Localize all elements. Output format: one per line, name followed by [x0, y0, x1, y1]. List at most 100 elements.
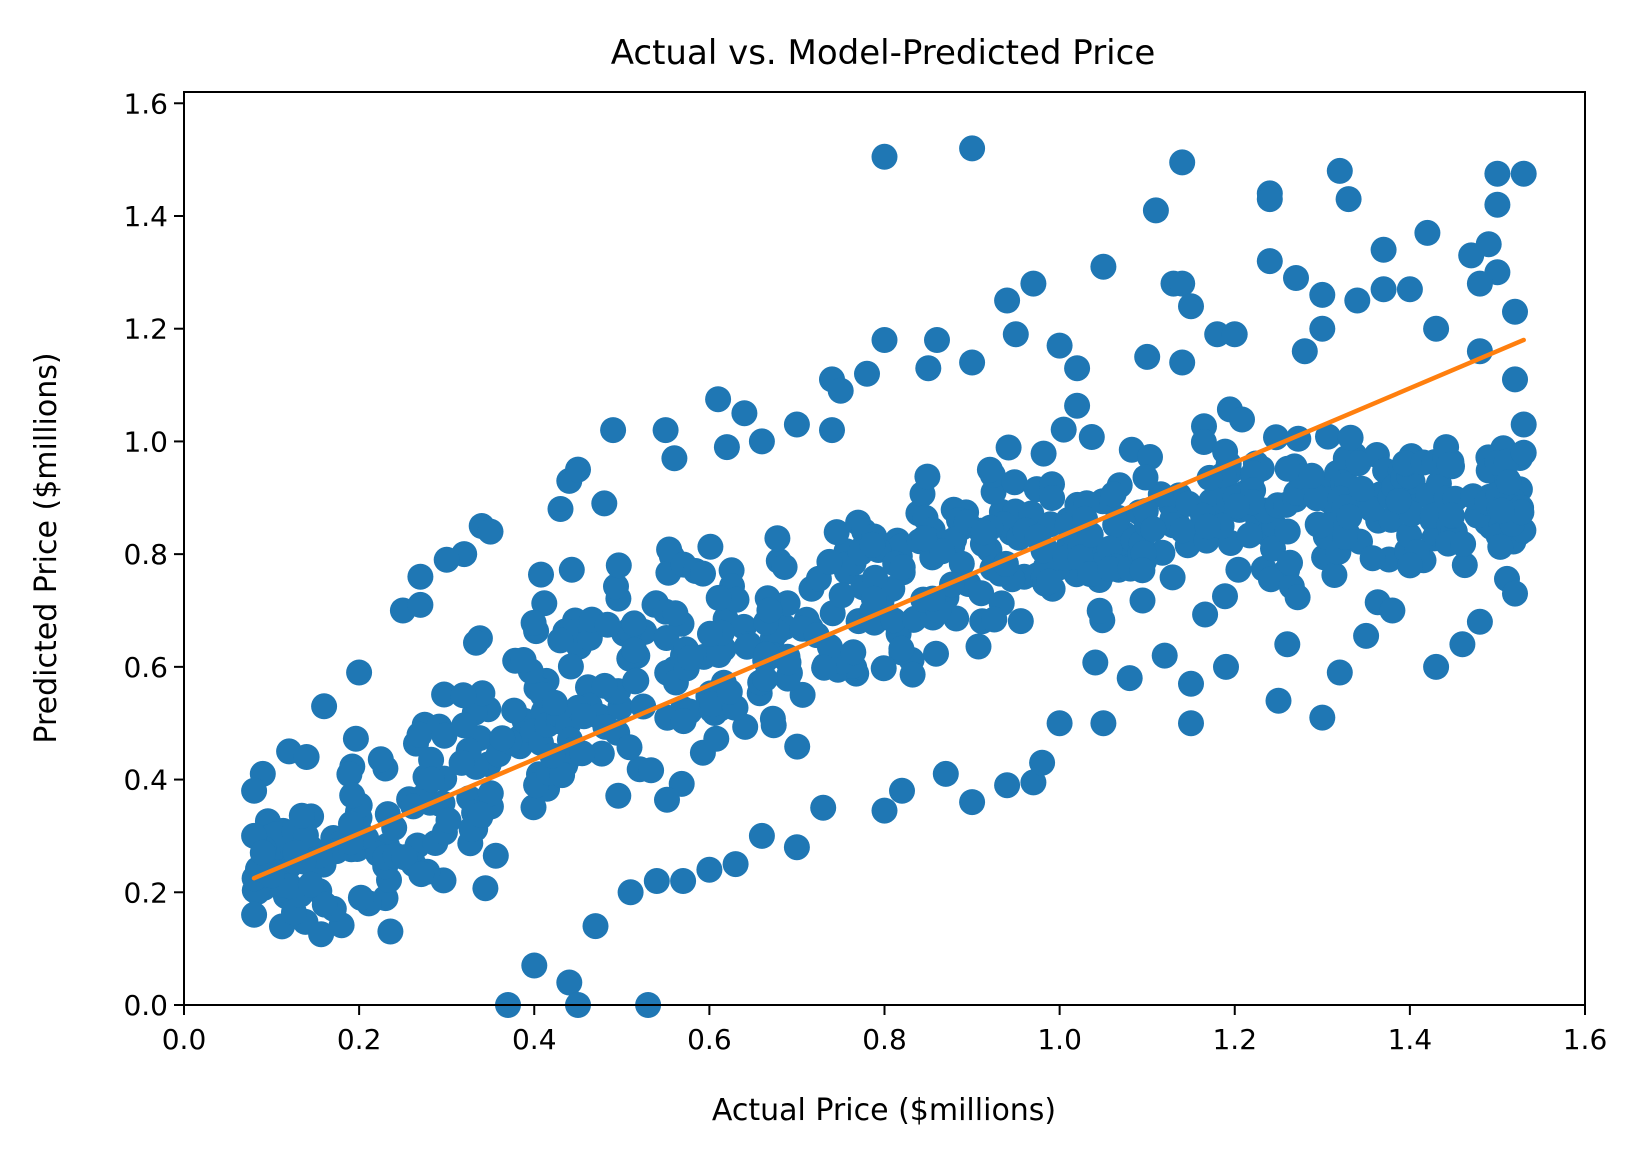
scatter-point	[1332, 524, 1358, 550]
scatter-point	[570, 703, 597, 730]
scatter-point	[293, 744, 320, 770]
scatter-point	[889, 777, 915, 804]
scatter-point	[347, 884, 374, 911]
scatter-point	[1159, 564, 1186, 591]
x-tick-label: 1.4	[1388, 1023, 1433, 1056]
scatter-point	[816, 548, 843, 575]
scatter-point	[716, 678, 743, 705]
scatter-point	[1030, 440, 1057, 467]
scatter-point	[1129, 587, 1156, 614]
scatter-points	[241, 135, 1537, 1018]
scatter-point	[1451, 552, 1478, 579]
scatter-point	[451, 712, 478, 739]
scatter-point	[241, 777, 268, 804]
scatter-point	[1502, 366, 1528, 393]
scatter-point	[823, 519, 850, 546]
scatter-point	[605, 552, 632, 579]
scatter-point	[297, 871, 324, 898]
scatter-point	[1298, 462, 1325, 489]
scatter-point	[995, 434, 1022, 461]
scatter-point	[1256, 248, 1283, 275]
scatter-point	[1212, 583, 1238, 610]
scatter-point	[521, 952, 548, 979]
scatter-point	[531, 590, 558, 617]
scatter-point	[771, 554, 798, 580]
scatter-point	[1190, 429, 1217, 455]
scatter-point	[929, 538, 956, 565]
scatter-point	[407, 591, 434, 618]
scatter-point	[431, 722, 458, 749]
scatter-point	[1326, 157, 1353, 184]
scatter-point	[1510, 411, 1537, 438]
scatter-point	[1020, 270, 1047, 297]
scatter-point	[1039, 485, 1066, 511]
scatter-point	[1423, 315, 1450, 342]
scatter-point	[1129, 557, 1156, 584]
scatter-point	[346, 659, 373, 686]
scatter-point	[1466, 608, 1493, 635]
scatter-point	[1484, 160, 1511, 187]
scatter-point	[1100, 481, 1127, 508]
scatter-point	[1502, 298, 1528, 325]
scatter-point	[582, 913, 609, 940]
scatter-point	[705, 386, 732, 413]
scatter-point	[854, 360, 880, 387]
y-tick-label: 0.4	[123, 764, 168, 797]
scatter-point	[661, 445, 688, 472]
scatter-point	[1192, 601, 1219, 628]
scatter-point	[670, 708, 697, 735]
scatter-point	[1223, 493, 1250, 520]
scatter-point	[336, 761, 363, 788]
scatter-point	[1397, 552, 1423, 579]
scatter-point	[1370, 276, 1397, 303]
scatter-point	[617, 879, 644, 906]
scatter-point	[311, 891, 338, 918]
scatter-point	[752, 665, 779, 692]
scatter-point	[948, 550, 975, 577]
y-tick-label: 0.0	[123, 989, 168, 1022]
scatter-point	[469, 680, 496, 707]
scatter-point	[406, 721, 433, 748]
scatter-point	[547, 496, 574, 522]
scatter-point	[1303, 485, 1330, 512]
scatter-point	[1029, 749, 1056, 776]
scatter-point	[1385, 488, 1412, 515]
scatter-point	[1257, 566, 1284, 593]
x-tick-label: 0.0	[162, 1023, 207, 1056]
scatter-point	[477, 518, 504, 545]
scatter-point	[840, 639, 867, 666]
scatter-point	[621, 637, 648, 664]
scatter-point	[1326, 659, 1353, 686]
scatter-point	[249, 839, 276, 866]
scatter-point	[1508, 499, 1535, 526]
scatter-point	[1345, 450, 1372, 477]
scatter-point	[643, 868, 670, 894]
scatter-point	[1274, 518, 1301, 545]
scatter-point	[959, 349, 986, 376]
scatter-point	[431, 681, 458, 708]
scatter-point	[1169, 270, 1196, 297]
scatter-point	[541, 689, 568, 716]
scatter-point	[338, 810, 364, 837]
scatter-point	[1284, 584, 1311, 611]
scatter-point	[924, 327, 950, 353]
y-tick-label: 1.0	[123, 425, 168, 458]
scatter-point	[1036, 568, 1063, 595]
scatter-point	[630, 693, 657, 720]
scatter-point	[339, 782, 366, 809]
scatter-point	[448, 749, 475, 776]
scatter-point	[1396, 276, 1423, 303]
scatter-point	[1090, 253, 1117, 280]
scatter-point	[603, 573, 629, 600]
scatter-point	[1001, 469, 1028, 496]
scatter-point	[1090, 710, 1117, 737]
scatter-point	[407, 563, 434, 590]
scatter-point	[976, 456, 1003, 483]
scatter-point	[433, 546, 460, 573]
scatter-point	[472, 875, 499, 902]
x-tick-label: 1.0	[1037, 1023, 1082, 1056]
scatter-point	[1020, 769, 1047, 796]
y-tick-label: 0.6	[123, 651, 168, 684]
scatter-point	[811, 654, 838, 681]
chart-title: Actual vs. Model-Predicted Price	[611, 33, 1155, 73]
